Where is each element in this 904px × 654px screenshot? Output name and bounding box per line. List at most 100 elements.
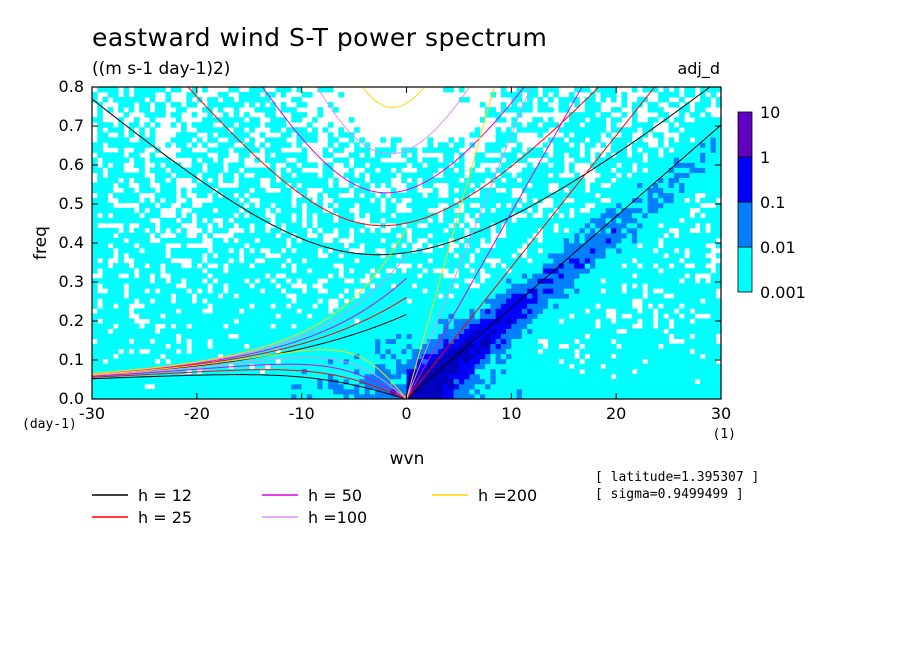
heatmap-cell bbox=[133, 393, 140, 400]
heatmap-cell bbox=[548, 288, 554, 294]
heatmap-cell bbox=[102, 348, 109, 355]
heatmap-cell bbox=[448, 207, 455, 214]
heatmap-cell bbox=[338, 222, 344, 229]
heatmap-cell bbox=[306, 393, 313, 400]
heatmap-cell bbox=[207, 393, 213, 400]
heatmap-cell bbox=[123, 248, 130, 254]
heatmap-cell bbox=[380, 192, 386, 199]
heatmap-cell bbox=[118, 253, 124, 259]
heatmap-cell bbox=[270, 263, 276, 269]
heatmap-cell bbox=[616, 278, 622, 284]
heatmap-cell bbox=[568, 368, 575, 375]
heatmap-cell bbox=[97, 182, 103, 189]
heatmap-cell bbox=[710, 378, 717, 385]
heatmap-cell bbox=[684, 353, 690, 360]
heatmap-cell bbox=[532, 308, 538, 314]
heatmap-cell bbox=[537, 258, 544, 264]
heatmap-cell bbox=[458, 217, 465, 224]
heatmap-cell bbox=[390, 333, 397, 340]
heatmap-cell bbox=[563, 202, 570, 209]
heatmap-cell bbox=[710, 227, 717, 234]
heatmap-cell bbox=[390, 343, 397, 350]
heatmap-cell bbox=[264, 373, 271, 380]
heatmap-cell bbox=[380, 152, 386, 158]
heatmap-cell bbox=[406, 278, 413, 284]
heatmap-cell bbox=[422, 263, 428, 269]
heatmap-cell bbox=[254, 147, 261, 153]
heatmap-cell bbox=[479, 353, 486, 360]
heatmap-cell bbox=[668, 388, 675, 395]
heatmap-cell bbox=[102, 258, 109, 264]
heatmap-cell bbox=[537, 373, 544, 380]
heatmap-cell bbox=[589, 363, 596, 370]
heatmap-cell bbox=[270, 313, 276, 319]
heatmap-cell bbox=[92, 142, 98, 148]
heatmap-cell bbox=[112, 192, 119, 199]
heatmap-cell bbox=[112, 278, 119, 284]
heatmap-cell bbox=[181, 192, 187, 199]
heatmap-cell bbox=[705, 288, 711, 294]
heatmap-cell bbox=[170, 182, 177, 189]
heatmap-cell bbox=[710, 283, 717, 289]
heatmap-cell bbox=[626, 182, 633, 189]
heatmap-cell bbox=[175, 318, 182, 324]
heatmap-cell bbox=[196, 182, 203, 189]
heatmap-cell bbox=[112, 293, 119, 299]
heatmap-cell bbox=[521, 207, 528, 214]
heatmap-cell bbox=[306, 323, 313, 329]
heatmap-cell bbox=[348, 152, 355, 158]
heatmap-cell bbox=[658, 348, 664, 355]
heatmap-cell bbox=[469, 333, 476, 340]
heatmap-cell bbox=[673, 253, 680, 259]
chart-title: eastward wind S-T power spectrum bbox=[92, 23, 547, 52]
heatmap-cell bbox=[506, 298, 512, 304]
heatmap-cell bbox=[679, 142, 685, 148]
heatmap-cell bbox=[542, 318, 549, 324]
heatmap-cell bbox=[165, 293, 172, 299]
heatmap-cell bbox=[626, 353, 633, 360]
heatmap-cell bbox=[385, 288, 392, 294]
heatmap-cell bbox=[479, 338, 486, 345]
heatmap-cell bbox=[642, 162, 649, 168]
heatmap-cell bbox=[532, 152, 538, 158]
heatmap-cell bbox=[280, 232, 287, 239]
heatmap-cell bbox=[700, 283, 706, 289]
heatmap-cell bbox=[196, 348, 203, 355]
heatmap-cell bbox=[700, 182, 706, 189]
heatmap-cell bbox=[568, 318, 575, 324]
heatmap-cell bbox=[495, 318, 502, 324]
heatmap-cell bbox=[715, 157, 722, 163]
heatmap-cell bbox=[437, 358, 444, 365]
heatmap-cell bbox=[574, 227, 580, 234]
heatmap-cell bbox=[396, 167, 402, 173]
heatmap-cell bbox=[427, 318, 434, 324]
heatmap-cell bbox=[385, 368, 392, 375]
heatmap-cell bbox=[490, 323, 497, 329]
heatmap-cell bbox=[616, 227, 622, 234]
heatmap-cell bbox=[637, 212, 643, 219]
heatmap-cell bbox=[343, 258, 350, 264]
heatmap-cell bbox=[238, 152, 245, 158]
heatmap-cell bbox=[595, 328, 601, 334]
heatmap-cell bbox=[280, 187, 287, 194]
heatmap-cell bbox=[542, 393, 549, 400]
heatmap-cell bbox=[621, 368, 628, 375]
heatmap-cell bbox=[228, 313, 234, 319]
heatmap-cell bbox=[112, 152, 119, 158]
heatmap-cell bbox=[244, 187, 250, 194]
heatmap-cell bbox=[359, 182, 365, 189]
heatmap-cell bbox=[642, 343, 649, 350]
heatmap-cell bbox=[102, 137, 109, 143]
heatmap-cell bbox=[291, 288, 297, 294]
heatmap-cell bbox=[479, 152, 486, 158]
heatmap-cell bbox=[133, 147, 140, 153]
heatmap-cell bbox=[333, 207, 339, 214]
heatmap-cell bbox=[500, 207, 507, 214]
heatmap-cell bbox=[270, 258, 276, 264]
heatmap-cell bbox=[548, 137, 554, 143]
heatmap-cell bbox=[338, 353, 344, 360]
heatmap-cell bbox=[228, 343, 234, 350]
heatmap-cell bbox=[506, 162, 512, 168]
heatmap-cell bbox=[233, 137, 240, 143]
heatmap-cell bbox=[296, 202, 303, 209]
